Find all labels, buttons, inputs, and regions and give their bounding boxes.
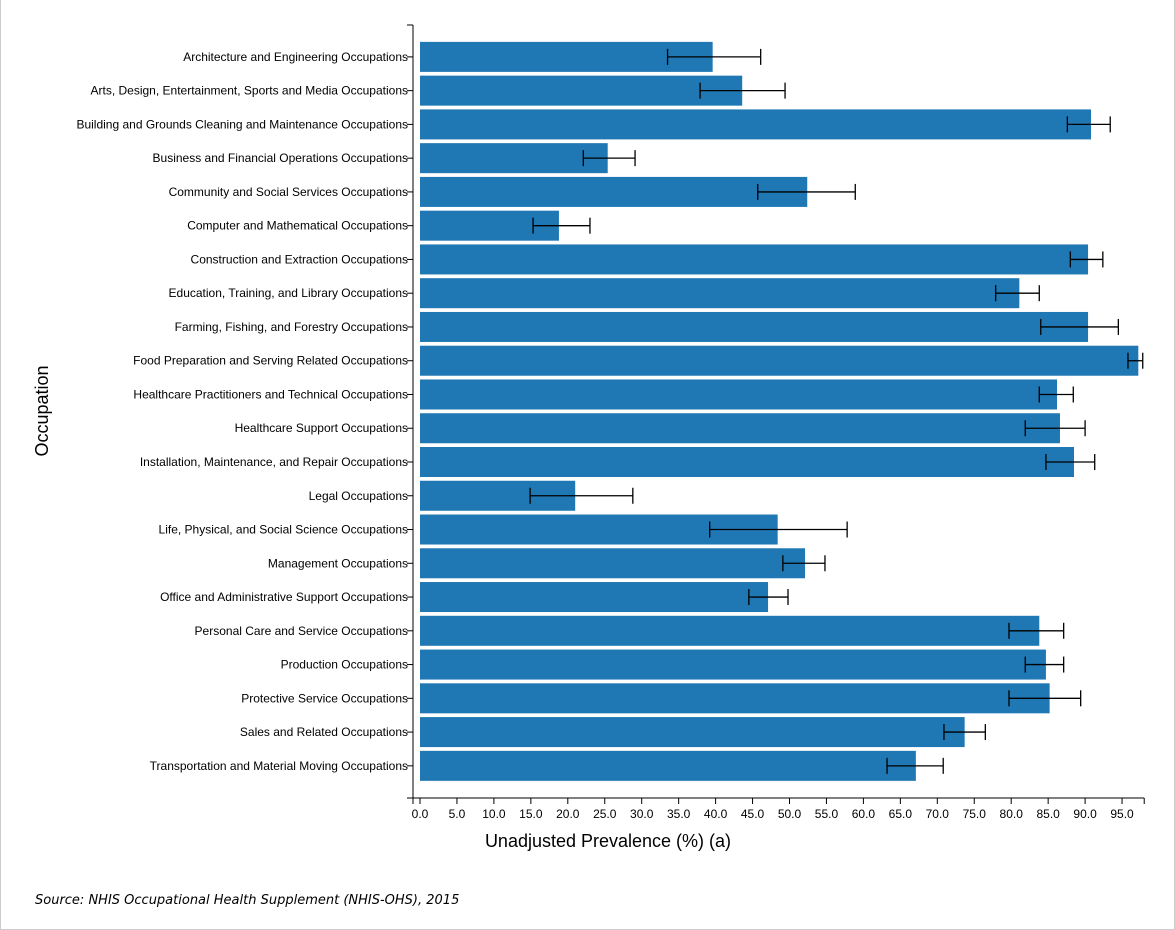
y-tick-label: Installation, Maintenance, and Repair Oc… <box>140 455 408 469</box>
y-tick-label: Legal Occupations <box>309 489 408 503</box>
x-tick-label: 65.0 <box>889 807 913 821</box>
source-note: Source: NHIS Occupational Health Supplem… <box>35 893 460 908</box>
y-tick-label: Production Occupations <box>281 658 408 672</box>
y-tick-label: Business and Financial Operations Occupa… <box>153 151 408 165</box>
y-tick-label: Community and Social Services Occupation… <box>169 185 408 199</box>
x-tick-label: 80.0 <box>1000 807 1024 821</box>
x-tick-label: 45.0 <box>741 807 765 821</box>
bar <box>420 244 1089 275</box>
x-tick-label: 90.0 <box>1073 807 1097 821</box>
x-tick-label: 40.0 <box>704 807 728 821</box>
x-tick-label: 5.0 <box>449 807 466 821</box>
y-tick-label: Healthcare Support Occupations <box>235 421 408 435</box>
x-tick-label: 85.0 <box>1036 807 1060 821</box>
bar <box>420 109 1092 140</box>
x-tick-label: 55.0 <box>815 807 839 821</box>
y-tick-label: Arts, Design, Entertainment, Sports and … <box>91 84 409 98</box>
x-tick-label: 30.0 <box>630 807 654 821</box>
y-tick-label: Management Occupations <box>268 556 408 570</box>
y-axis-title: Occupation <box>32 365 52 456</box>
x-axis-title: Unadjusted Prevalence (%) (a) <box>485 831 731 851</box>
bar <box>420 615 1040 646</box>
bar <box>420 447 1075 477</box>
bar <box>420 649 1046 680</box>
y-tick-label: Farming, Fishing, and Forestry Occupatio… <box>175 320 408 334</box>
bar <box>420 683 1050 714</box>
bar <box>420 311 1089 342</box>
y-tick-label: Computer and Mathematical Occupations <box>187 219 408 233</box>
y-tick-label: Healthcare Practitioners and Technical O… <box>133 387 408 401</box>
bar <box>420 750 916 781</box>
y-tick-label: Construction and Extraction Occupations <box>191 252 408 266</box>
y-tick-label: Protective Service Occupations <box>241 691 408 705</box>
x-tick-label: 25.0 <box>593 807 617 821</box>
x-tick-label: 10.0 <box>482 807 506 821</box>
x-tick-label: 0.0 <box>412 807 429 821</box>
bar <box>420 582 769 613</box>
x-tick-label: 50.0 <box>778 807 802 821</box>
x-tick-label: 20.0 <box>556 807 580 821</box>
bar <box>420 143 608 174</box>
bar <box>420 345 1139 376</box>
bar <box>420 548 806 579</box>
y-tick-label: Building and Grounds Cleaning and Mainte… <box>76 117 408 131</box>
bar <box>420 717 965 748</box>
y-tick-label: Architecture and Engineering Occupations <box>183 50 408 64</box>
x-tick-label: 35.0 <box>667 807 691 821</box>
bar <box>420 75 743 106</box>
y-tick-label: Life, Physical, and Social Science Occup… <box>159 523 408 537</box>
x-tick-label: 75.0 <box>963 807 987 821</box>
x-tick-label: 95.0 <box>1110 807 1134 821</box>
y-tick-label: Education, Training, and Library Occupat… <box>169 286 408 300</box>
x-tick-label: 15.0 <box>519 807 543 821</box>
y-tick-label: Food Preparation and Serving Related Occ… <box>133 354 408 368</box>
y-tick-label: Transportation and Material Moving Occup… <box>150 759 408 773</box>
y-tick-label: Office and Administrative Support Occupa… <box>160 590 408 604</box>
y-tick-label: Personal Care and Service Occupations <box>195 624 408 638</box>
bar <box>420 379 1058 410</box>
bar <box>420 176 808 207</box>
bar <box>420 41 713 72</box>
y-tick-label: Sales and Related Occupations <box>240 725 408 739</box>
bar <box>420 278 1020 309</box>
x-tick-label: 70.0 <box>926 807 950 821</box>
x-tick-label: 60.0 <box>852 807 876 821</box>
bar <box>420 413 1060 444</box>
